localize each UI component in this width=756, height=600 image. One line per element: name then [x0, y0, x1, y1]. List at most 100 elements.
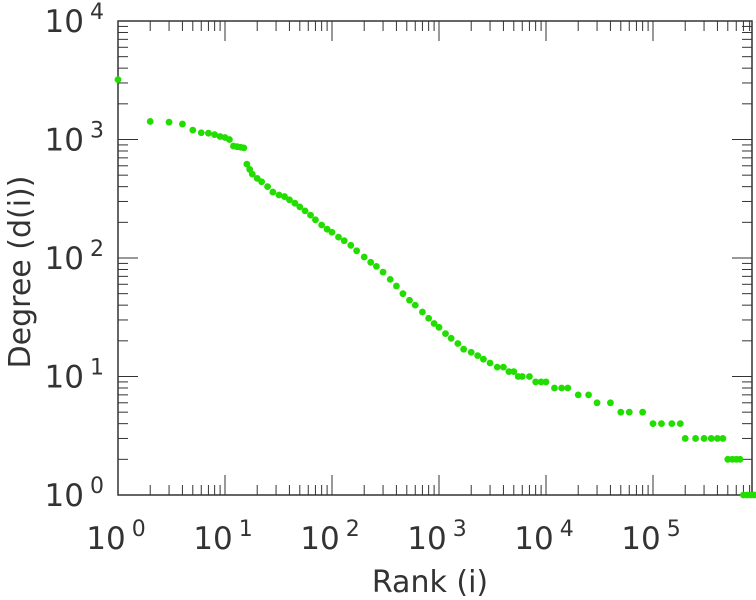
tick-labels: 10 0 10 1 10 2 10 3 10 4 10 5 10 0 10 1 10 2 10 3 10 4	[45, 0, 681, 557]
data-point	[526, 373, 533, 380]
data-point	[425, 314, 433, 322]
x-tick-label: 10 1	[193, 517, 252, 557]
data-point	[639, 408, 647, 416]
data-point	[226, 136, 233, 143]
data-point	[406, 296, 413, 304]
data-point	[719, 435, 727, 442]
data-point	[286, 196, 293, 204]
data-point	[312, 216, 319, 224]
data-point	[258, 178, 266, 186]
data-point	[447, 334, 455, 342]
data-point	[328, 228, 336, 236]
x-axis-label: Rank (i)	[372, 565, 488, 600]
data-point	[211, 131, 219, 138]
data-point	[264, 183, 271, 191]
data-point	[681, 435, 689, 442]
data-point	[114, 76, 122, 84]
data-point	[668, 420, 676, 428]
data-point	[649, 420, 657, 428]
data-point	[467, 348, 475, 356]
data-points	[114, 76, 756, 499]
data-point	[558, 384, 566, 392]
data-point	[146, 118, 154, 125]
x-tick-label: 10 5	[621, 517, 680, 557]
data-point	[373, 262, 380, 270]
y-tick-label: 10 2	[45, 237, 104, 277]
data-point	[430, 320, 438, 327]
x-tick-label: 10 0	[86, 517, 145, 557]
data-point	[676, 420, 684, 428]
data-point	[248, 170, 256, 178]
y-tick-label: 10 4	[45, 0, 104, 40]
data-point	[179, 120, 186, 128]
plot-border	[117, 20, 753, 496]
data-point	[275, 191, 283, 199]
data-point	[736, 455, 744, 463]
x-tick-label: 10 2	[300, 517, 359, 557]
plot-frame	[117, 20, 753, 496]
y-tick-label: 10 3	[45, 119, 104, 159]
data-point	[189, 126, 197, 134]
data-point	[551, 384, 558, 392]
data-point	[411, 301, 419, 309]
data-point	[399, 290, 407, 298]
data-point	[281, 193, 288, 200]
data-point	[537, 378, 545, 386]
data-point	[165, 118, 173, 126]
data-point	[518, 373, 526, 380]
y-axis-label: Degree (d(i))	[3, 176, 38, 369]
data-point	[318, 221, 326, 229]
data-point	[505, 368, 513, 375]
data-point	[353, 247, 361, 255]
data-point	[510, 368, 518, 375]
data-point	[419, 308, 426, 316]
data-point	[442, 330, 449, 338]
data-point	[714, 435, 721, 442]
data-point	[585, 391, 592, 399]
data-point	[700, 435, 708, 442]
x-tick-label: 10 4	[514, 517, 573, 557]
data-point	[625, 408, 633, 416]
data-point	[379, 268, 387, 276]
data-point	[474, 352, 482, 360]
data-point	[493, 363, 501, 371]
data-point	[243, 160, 251, 168]
data-point	[460, 345, 468, 353]
data-point	[435, 323, 443, 331]
data-point	[335, 233, 342, 241]
data-point	[607, 399, 614, 407]
data-point	[753, 491, 756, 499]
data-point	[617, 408, 625, 416]
data-point	[301, 207, 309, 215]
data-point	[386, 275, 394, 283]
data-point	[360, 253, 368, 261]
data-point	[197, 129, 205, 137]
data-point	[692, 435, 699, 442]
data-point	[347, 241, 355, 249]
data-point	[532, 378, 540, 386]
data-point	[486, 359, 494, 367]
x-tick-label: 10 3	[407, 517, 466, 557]
data-point	[542, 378, 550, 386]
data-point	[500, 363, 507, 371]
y-tick-label: 10 1	[45, 356, 104, 396]
data-point	[340, 237, 348, 245]
data-point	[291, 199, 299, 207]
data-point	[240, 144, 248, 152]
data-point	[269, 188, 277, 196]
data-point	[393, 282, 400, 290]
data-point	[658, 420, 665, 428]
y-tick-label: 10 0	[45, 474, 104, 514]
data-point	[296, 203, 304, 211]
data-point	[707, 435, 715, 442]
data-point	[454, 340, 462, 347]
data-point	[367, 258, 375, 266]
data-point	[307, 211, 314, 219]
data-point	[323, 225, 331, 233]
data-point	[574, 391, 582, 399]
data-point	[593, 399, 601, 407]
data-point	[205, 129, 212, 137]
axis-ticks	[117, 20, 752, 496]
data-point	[564, 384, 572, 392]
